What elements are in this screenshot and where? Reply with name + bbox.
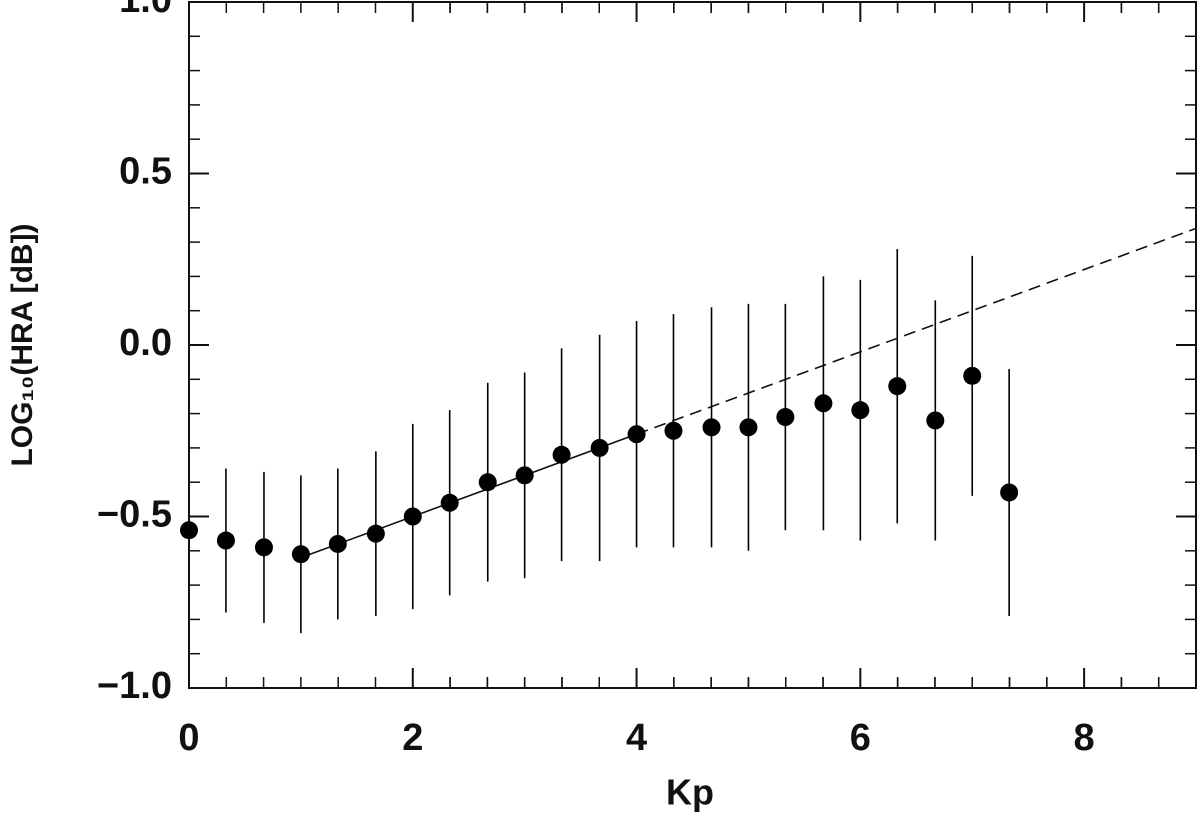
data-point xyxy=(328,534,347,553)
data-point xyxy=(627,425,646,444)
data-point xyxy=(739,418,758,437)
x-tick-label: 0 xyxy=(178,717,199,759)
data-point xyxy=(702,418,721,437)
x-axis-label: Kp xyxy=(666,772,714,813)
y-tick-label: 0.0 xyxy=(119,322,172,364)
x-tick-label: 6 xyxy=(850,717,871,759)
data-point xyxy=(851,401,870,420)
data-point xyxy=(291,545,310,564)
y-tick-label: −0.5 xyxy=(97,494,172,536)
plot-frame xyxy=(188,1,1197,689)
data-point xyxy=(216,531,235,550)
y-tick-label: 0.5 xyxy=(119,151,172,193)
fit-line xyxy=(636,227,1197,435)
data-point xyxy=(440,493,459,512)
data-point xyxy=(254,538,273,557)
data-point xyxy=(366,524,385,543)
data-point xyxy=(478,473,497,492)
data-point xyxy=(552,445,571,464)
fit-line xyxy=(300,433,637,559)
data-point xyxy=(180,521,198,540)
x-tick-label: 8 xyxy=(1074,717,1095,759)
data-point xyxy=(515,466,534,485)
data-point xyxy=(403,507,422,526)
data-point xyxy=(814,394,833,413)
data-point xyxy=(776,408,795,427)
y-axis-label: LOG₁₀(HRA [dB]) xyxy=(6,223,39,466)
y-tick-label: −1.0 xyxy=(97,665,172,707)
y-tick-label: 1.0 xyxy=(119,0,172,21)
data-point xyxy=(1000,483,1019,502)
data-point xyxy=(888,377,907,396)
data-point xyxy=(963,366,982,385)
x-tick-label: 2 xyxy=(402,717,423,759)
data-point xyxy=(926,411,945,430)
data-point xyxy=(664,421,683,440)
data-point xyxy=(590,438,609,457)
x-tick-label: 4 xyxy=(626,717,647,759)
